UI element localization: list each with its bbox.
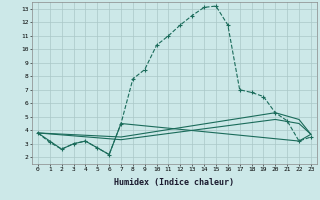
X-axis label: Humidex (Indice chaleur): Humidex (Indice chaleur): [115, 178, 234, 187]
